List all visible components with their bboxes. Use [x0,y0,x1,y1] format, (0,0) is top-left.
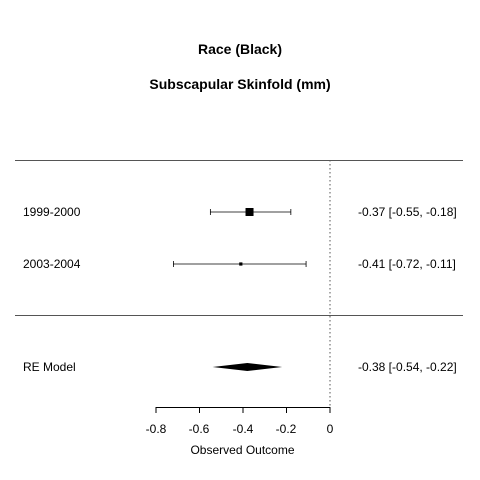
summary-diamond [212,363,283,371]
point-estimate [245,208,254,216]
point-estimate [239,262,243,266]
tick-label: -0.8 [145,422,167,436]
tick-label: -0.4 [232,422,254,436]
study-estimate-text: -0.41 [-0.72, -0.11] [358,257,456,271]
x-axis-label: Observed Outcome [190,443,295,457]
summary-estimate-text: -0.38 [-0.54, -0.22] [358,360,457,374]
study-label: 2003-2004 [23,257,81,271]
chart-title: Race (Black) [197,41,283,57]
chart-subtitle: Subscapular Skinfold (mm) [149,76,331,92]
study-label: 1999-2000 [23,205,81,219]
tick-label: 0 [326,422,334,436]
tick-label: -0.6 [188,422,210,436]
study-estimate-text: -0.37 [-0.55, -0.18] [358,205,457,219]
tick-label: -0.2 [275,422,297,436]
summary-label: RE Model [23,360,76,374]
